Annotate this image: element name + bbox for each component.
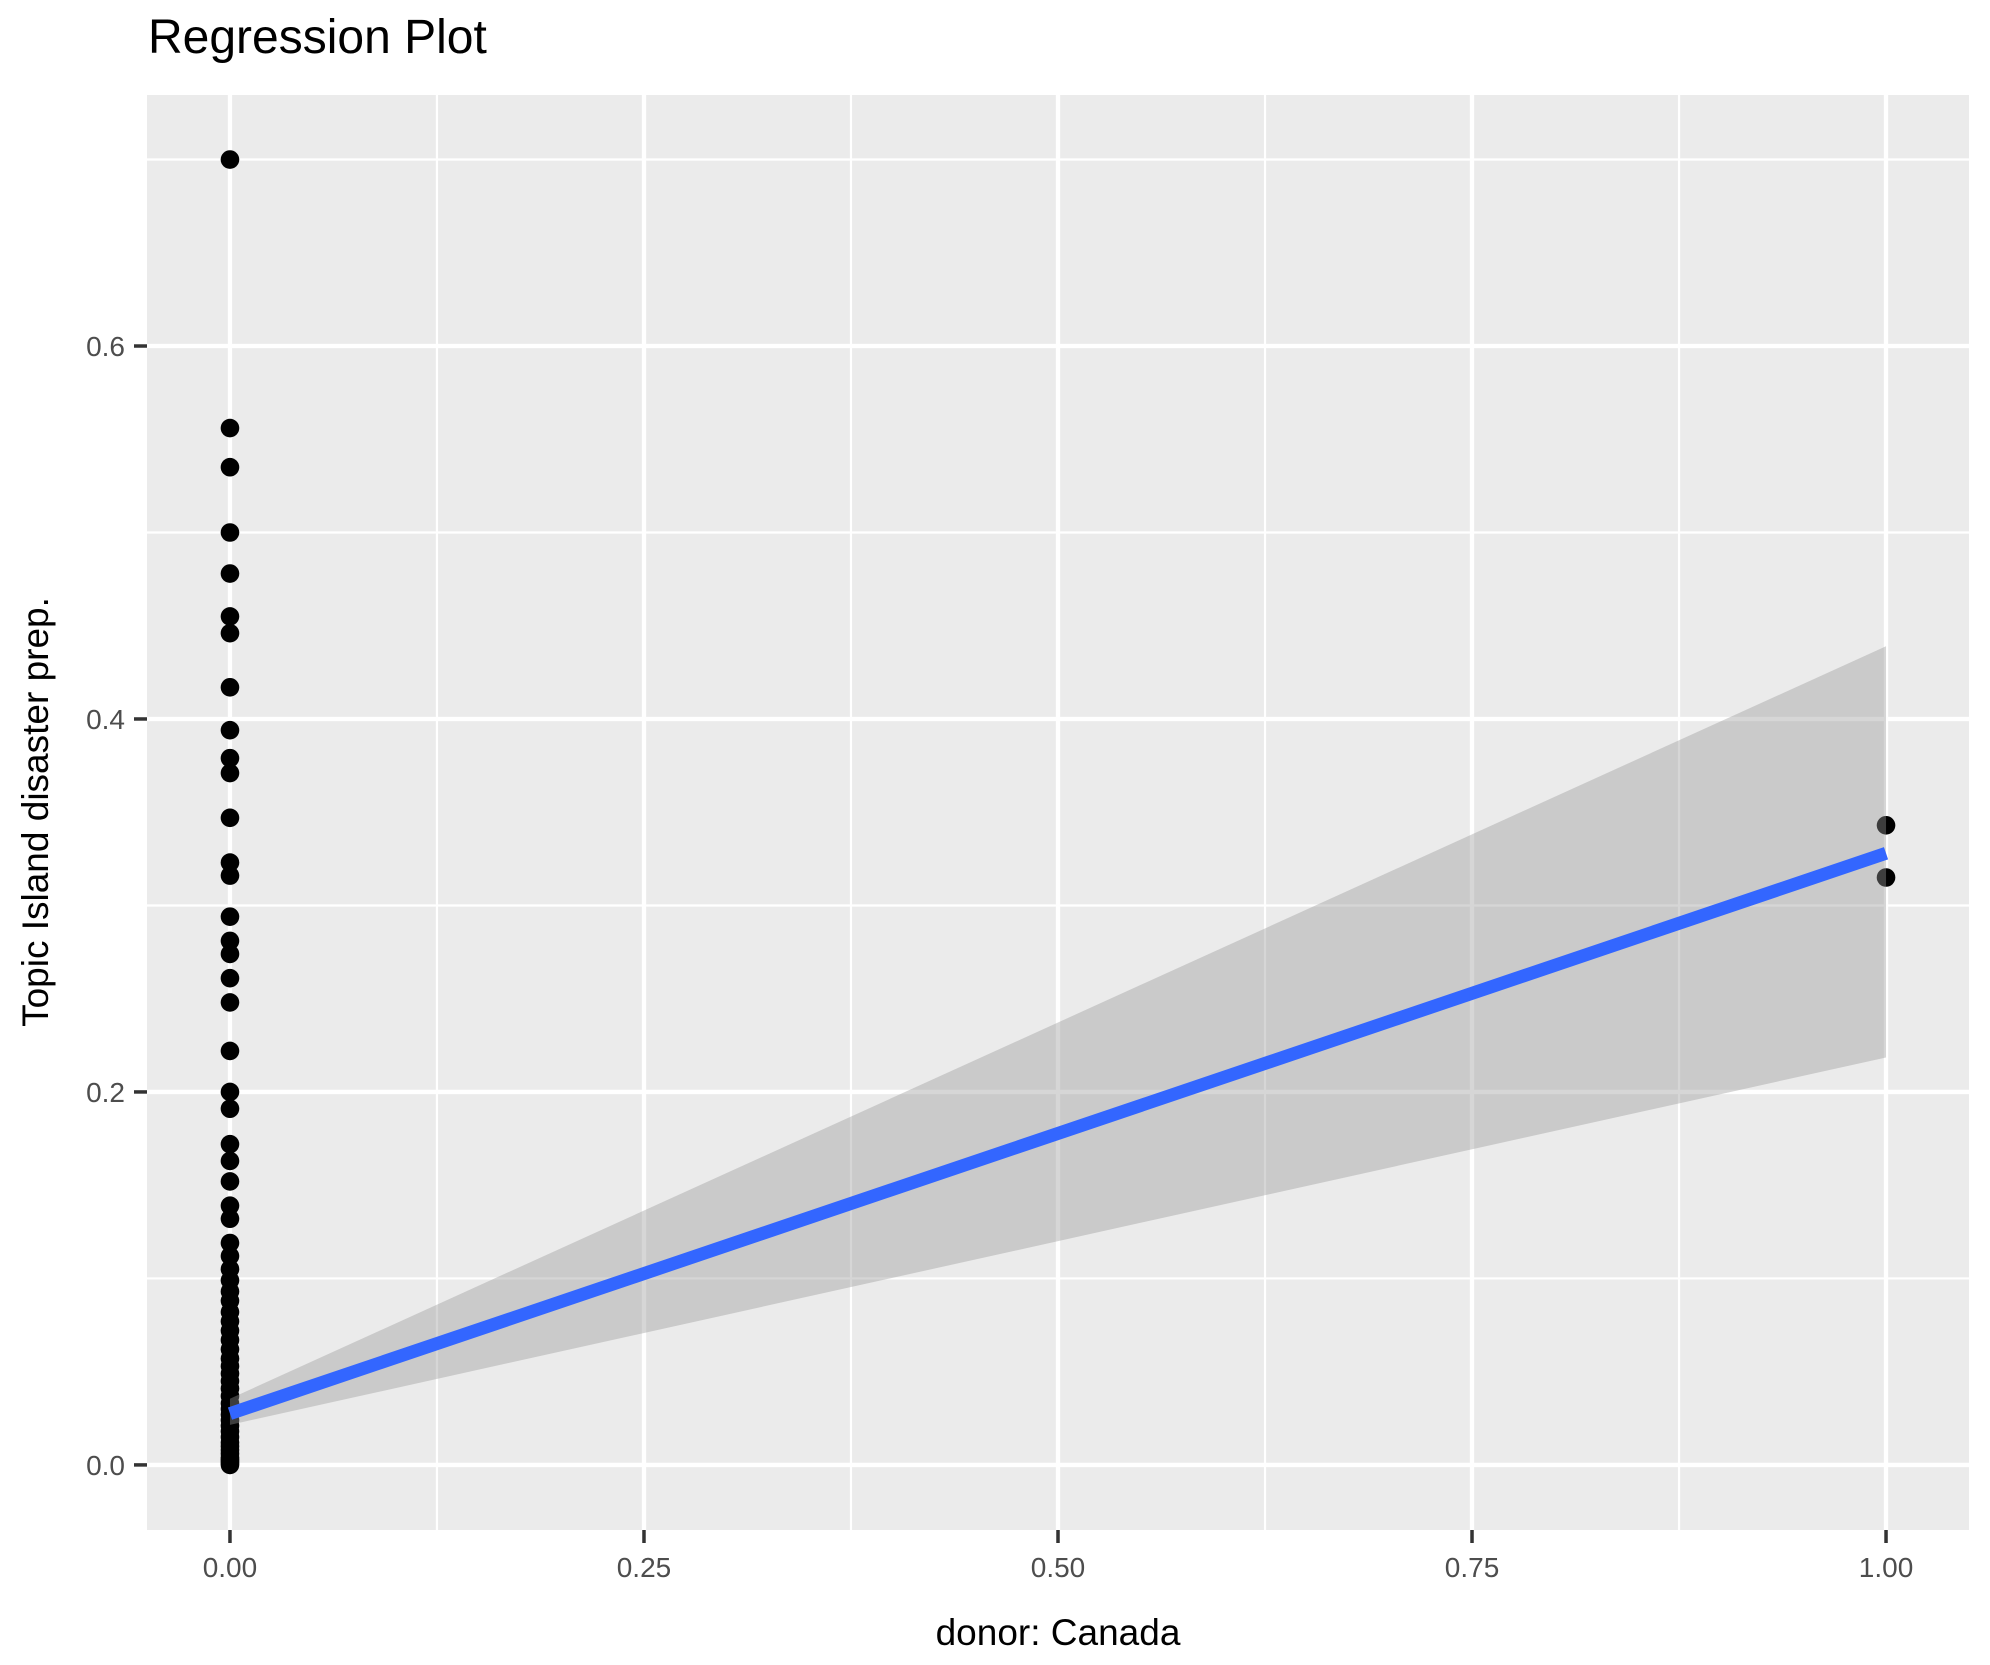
scatter-point	[220, 931, 240, 951]
scatter-point	[220, 763, 240, 783]
x-tick-label: 0.50	[1031, 1552, 1086, 1583]
scatter-point	[220, 457, 240, 477]
scatter-point	[220, 1151, 240, 1171]
scatter-point	[220, 1041, 240, 1061]
scatter-point	[220, 1134, 240, 1154]
scatter-point	[220, 1209, 240, 1229]
scatter-point	[1876, 815, 1896, 835]
plot-title: Regression Plot	[148, 11, 487, 64]
scatter-point	[220, 607, 240, 626]
x-tick-label: 0.75	[1445, 1552, 1500, 1583]
scatter-point	[220, 564, 240, 583]
scatter-point	[1876, 868, 1896, 887]
scatter-point	[220, 1172, 240, 1191]
scatter-point	[220, 418, 240, 438]
x-tick-label: 1.00	[1859, 1552, 1914, 1583]
scatter-point	[220, 993, 240, 1012]
y-tick-label: 0.6	[86, 331, 125, 362]
scatter-point	[220, 866, 240, 885]
scatter-point	[220, 853, 240, 872]
scatter-point	[220, 808, 240, 828]
scatter-point	[220, 720, 240, 740]
scatter-point	[220, 150, 240, 169]
scatter-point	[220, 1082, 240, 1102]
scatter-point	[220, 1455, 240, 1475]
scatter-point	[220, 944, 240, 964]
y-tick-label: 0.0	[86, 1450, 125, 1481]
scatter-point	[220, 1196, 240, 1216]
x-tick-label: 0.25	[617, 1552, 672, 1583]
scatter-point	[220, 748, 240, 768]
scatter-point	[220, 623, 240, 643]
x-axis-title: donor: Canada	[935, 1612, 1181, 1653]
scatter-point	[220, 1233, 240, 1253]
y-tick-label: 0.2	[86, 1077, 125, 1108]
confidence-band	[229, 646, 1887, 1425]
y-tick-label: 0.4	[86, 704, 125, 735]
scatter-point	[220, 1246, 240, 1266]
scatter-point	[220, 907, 240, 926]
regression-line	[227, 847, 1889, 1420]
scatter-point	[220, 1099, 240, 1119]
x-tick-label: 0.00	[203, 1552, 258, 1583]
y-axis-title: Topic Island disaster prep.	[15, 597, 56, 1027]
scatter-point	[220, 677, 240, 697]
scatter-point	[220, 523, 240, 542]
scatter-point	[220, 968, 240, 988]
